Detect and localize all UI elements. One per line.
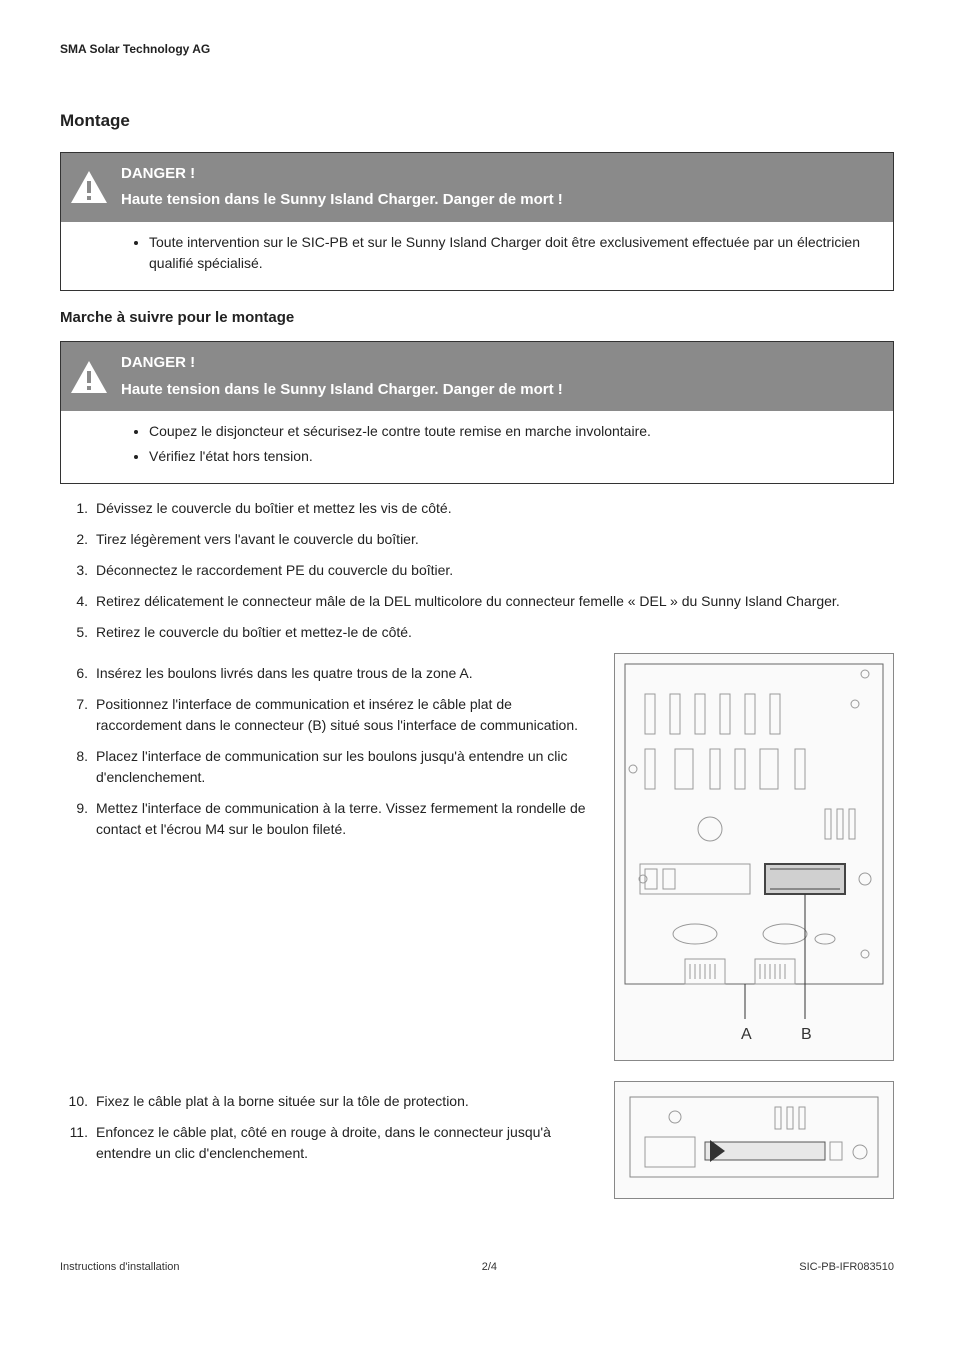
step-item: Déconnectez le raccordement PE du couver… — [60, 560, 894, 581]
danger-item: Coupez le disjoncteur et sécurisez-le co… — [149, 421, 879, 442]
steps-list: Dévissez le couvercle du boîtier et mett… — [60, 498, 894, 643]
danger-body: Coupez le disjoncteur et sécurisez-le co… — [61, 411, 893, 483]
danger-header-text: DANGER ! Haute tension dans le Sunny Isl… — [117, 342, 893, 411]
step-item: Retirez délicatement le connecteur mâle … — [60, 591, 894, 612]
diagram-label-a: A — [741, 1026, 752, 1043]
company-name: SMA Solar Technology AG — [60, 42, 210, 56]
step-item: Fixez le câble plat à la borne située su… — [60, 1091, 590, 1112]
danger-box-1: DANGER ! Haute tension dans le Sunny Isl… — [60, 152, 894, 291]
page-header: SMA Solar Technology AG — [60, 40, 894, 58]
subsection-title: Marche à suivre pour le montage — [60, 307, 894, 330]
danger-header: DANGER ! Haute tension dans le Sunny Isl… — [61, 342, 893, 411]
danger-header-text: DANGER ! Haute tension dans le Sunny Isl… — [117, 153, 893, 222]
danger-body: Toute intervention sur le SIC-PB et sur … — [61, 222, 893, 290]
diagram-board: A B — [614, 653, 894, 1061]
step-item: Positionnez l'interface de communication… — [60, 694, 590, 736]
section-title: Montage — [60, 108, 894, 134]
danger-subtitle: Haute tension dans le Sunny Island Charg… — [121, 189, 881, 212]
danger-title: DANGER ! — [121, 163, 881, 186]
page-footer: Instructions d'installation 2/4 SIC-PB-I… — [60, 1259, 894, 1276]
step-item: Mettez l'interface de communication à la… — [60, 798, 590, 840]
footer-right: SIC-PB-IFR083510 — [799, 1259, 894, 1276]
steps-list-2: Insérez les boulons livrés dans les quat… — [60, 663, 590, 840]
step-item: Retirez le couvercle du boîtier et mette… — [60, 622, 894, 643]
danger-box-2: DANGER ! Haute tension dans le Sunny Isl… — [60, 341, 894, 484]
footer-left: Instructions d'installation — [60, 1259, 180, 1276]
danger-item: Vérifiez l'état hors tension. — [149, 446, 879, 467]
danger-header: DANGER ! Haute tension dans le Sunny Isl… — [61, 153, 893, 222]
danger-subtitle: Haute tension dans le Sunny Island Charg… — [121, 379, 881, 402]
step-item: Insérez les boulons livrés dans les quat… — [60, 663, 590, 684]
steps-list-3: Fixez le câble plat à la borne située su… — [60, 1091, 590, 1164]
step-item: Dévissez le couvercle du boîtier et mett… — [60, 498, 894, 519]
footer-center: 2/4 — [482, 1259, 497, 1276]
danger-title: DANGER ! — [121, 352, 881, 375]
step-item: Tirez légèrement vers l'avant le couverc… — [60, 529, 894, 550]
step-item: Enfoncez le câble plat, côté en rouge à … — [60, 1122, 590, 1164]
diagram-cable — [614, 1081, 894, 1199]
step-item: Placez l'interface de communication sur … — [60, 746, 590, 788]
diagram-label-b: B — [801, 1026, 812, 1043]
danger-item: Toute intervention sur le SIC-PB et sur … — [149, 232, 879, 274]
warning-icon — [61, 153, 117, 222]
warning-icon — [61, 342, 117, 411]
